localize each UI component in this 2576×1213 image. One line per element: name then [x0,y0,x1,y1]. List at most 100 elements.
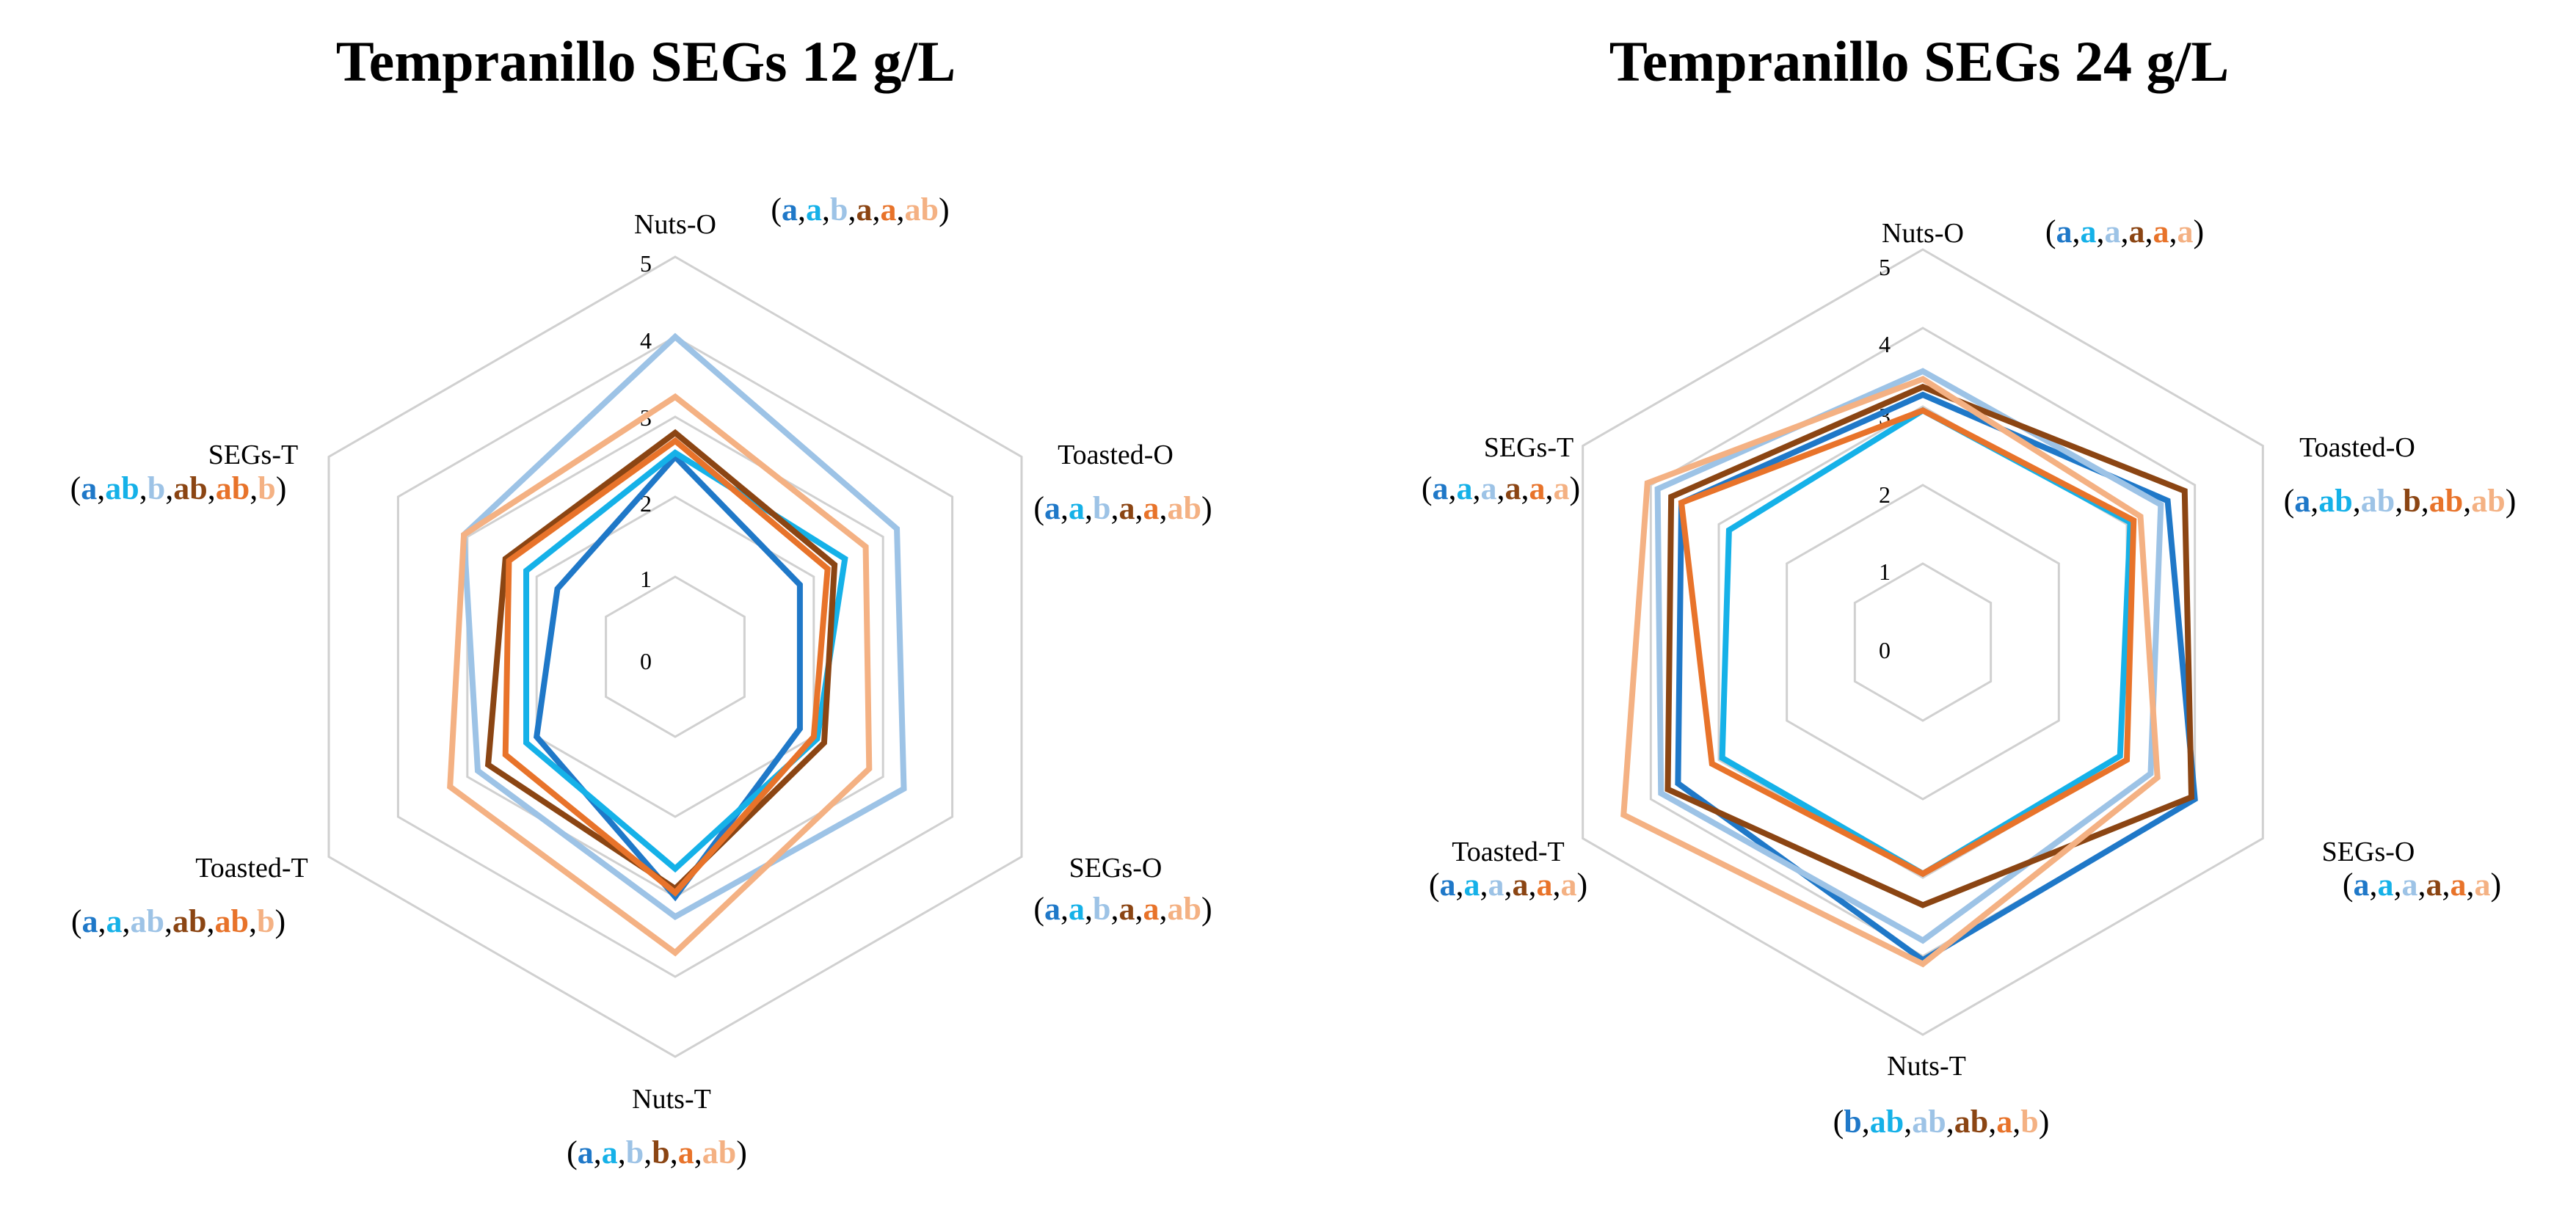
series-group [1620,368,2198,968]
letter-mark: a [1537,867,1553,903]
significance-letters-nuts-t: (a,a,b,b,a,ab) [567,1134,747,1170]
letter-mark: a [1505,470,1521,506]
letter-mark: a [2354,867,2370,903]
letter-mark: b [830,192,848,227]
letter-mark: ab [173,470,207,506]
letter-mark: ab [1954,1104,1988,1140]
letter-mark: a [82,903,98,939]
series-line-s1 [533,452,803,902]
grid [327,255,1023,1058]
axis-label-nuts-o: Nuts-O [1882,218,1964,249]
tick-label: 1 [1879,558,1891,585]
letter-mark: a [2475,867,2491,903]
grid-ring-4 [396,335,954,978]
letter-mark: b [148,470,165,506]
letter-mark: a [782,192,798,227]
axis-label-toasted-t: Toasted-T [195,853,308,884]
series-line-s4 [1664,383,2195,908]
grid-ring-5 [1582,248,2264,1036]
series-line-s6 [447,393,873,957]
letter-mark: a [2056,214,2073,249]
letter-mark: a [1119,490,1135,526]
series-line-s3 [460,332,907,921]
letter-mark: a [2105,214,2121,249]
axis-label-nuts-o: Nuts-O [634,209,716,240]
radar-chart-24gl: Tempranillo SEGs 24 g/L012345Nuts-OToast… [1422,29,2517,1140]
letter-mark: a [2129,214,2145,249]
letter-mark: ab [905,192,939,227]
grid-ring-2 [1786,484,2060,801]
letter-mark: b [1093,891,1110,927]
series-line-s3 [1654,368,2164,944]
letter-mark: a [1119,891,1135,927]
series-group [447,332,907,957]
letter-mark: a [578,1134,594,1170]
significance-letters-segs-t: (a,ab,b,ab,ab,b) [70,470,287,506]
axis-label-segs-t: SEGs-T [1484,432,1573,463]
letter-mark: ab [2429,483,2463,519]
letter-mark: a [602,1134,618,1170]
grid [1582,248,2264,1036]
letter-mark: a [1143,891,1160,927]
letter-mark: b [626,1134,644,1170]
letter-mark: a [2378,867,2394,903]
radar-chart-12gl: Tempranillo SEGs 12 g/L012345Nuts-OToast… [70,29,1212,1170]
series-line-s2 [523,449,848,873]
series-line-s5 [502,437,831,897]
tick-label: 0 [1879,637,1891,663]
letter-mark: ab [702,1134,736,1170]
significance-letters-toasted-t: (a,a,ab,ab,ab,b) [71,903,285,939]
letter-mark: ab [2471,483,2505,519]
significance-letters-toasted-o: (a,ab,ab,b,ab,ab) [2284,483,2517,519]
letter-mark: ab [131,903,164,939]
letter-mark: ab [215,903,249,939]
letter-mark: b [1844,1104,1861,1140]
letter-mark: a [1433,470,1449,506]
letter-mark: a [1143,490,1160,526]
letter-mark: a [1481,470,1497,506]
letter-mark: a [2081,214,2097,249]
letter-mark: a [2294,483,2310,519]
letter-mark: ab [2318,483,2352,519]
letter-mark: ab [172,903,206,939]
tick-label: 0 [640,648,652,674]
letter-mark: a [881,192,897,227]
letter-mark: a [1044,891,1060,927]
axis-label-toasted-o: Toasted-O [2299,432,2415,463]
letter-mark: b [2020,1104,2038,1140]
grid-ring-3 [1717,405,2128,879]
letter-mark: a [1488,867,1505,903]
letter-mark: ab [1870,1104,1904,1140]
letter-mark: a [106,903,123,939]
letter-mark: a [1069,490,1085,526]
letter-mark: a [2153,214,2169,249]
significance-letters-segs-o: (a,a,b,a,a,ab) [1033,891,1212,927]
letter-mark: a [1457,470,1473,506]
letter-mark: ab [1168,891,1201,927]
tick-label: 4 [640,327,652,354]
letter-mark: a [1069,891,1085,927]
series-line-s5 [1678,407,2137,878]
tick-label: 1 [640,566,652,592]
axis-label-segs-o: SEGs-O [2322,837,2415,867]
letter-mark: a [1996,1104,2012,1140]
letter-mark: a [1561,867,1577,903]
significance-letters-toasted-o: (a,a,b,a,a,ab) [1033,490,1212,526]
letter-mark: b [1093,490,1110,526]
axis-label-toasted-t: Toasted-T [1452,837,1565,867]
tick-label: 4 [1879,331,1891,357]
significance-letters-nuts-o: (a,a,b,a,a,ab) [771,192,949,227]
letter-mark: b [2403,483,2420,519]
axis-label-segs-t: SEGs-T [208,440,298,470]
letter-mark: a [2402,867,2418,903]
letter-mark: b [652,1134,669,1170]
significance-letters-nuts-t: (b,ab,ab,ab,a,b) [1833,1104,2050,1140]
grid-ring-2 [535,495,815,818]
chart-title: Tempranillo SEGs 12 g/L [336,29,956,93]
tick-label: 5 [640,250,652,277]
chart-title: Tempranillo SEGs 24 g/L [1609,29,2229,93]
letter-mark: a [2177,214,2194,249]
letter-mark: a [856,192,873,227]
axis-label-toasted-o: Toasted-O [1058,440,1174,470]
letter-mark: b [258,470,275,506]
